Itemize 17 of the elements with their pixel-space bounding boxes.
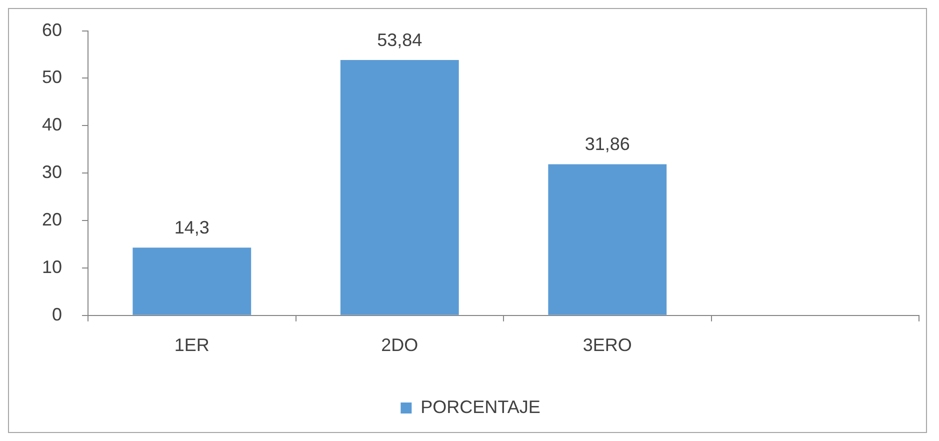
data-label: 14,3 [174, 218, 210, 238]
data-label: 31,86 [584, 134, 630, 154]
y-tick-label: 0 [52, 304, 62, 324]
y-tick-label: 60 [42, 20, 62, 40]
bar [340, 60, 459, 315]
x-tick-label: 1ER [174, 335, 210, 356]
bar [548, 164, 667, 315]
x-tick-label: 3ERO [582, 335, 632, 356]
y-tick-label: 20 [42, 210, 62, 230]
y-tick-label: 50 [42, 67, 62, 88]
y-tick-label: 40 [42, 114, 62, 135]
y-tick-label: 30 [42, 162, 62, 182]
bar [132, 248, 252, 315]
y-tick-label: 10 [42, 256, 62, 277]
x-tick-label: 2DO [381, 335, 418, 356]
data-label: 53,84 [377, 30, 422, 50]
legend-label: PORCENTAJE [420, 396, 540, 417]
